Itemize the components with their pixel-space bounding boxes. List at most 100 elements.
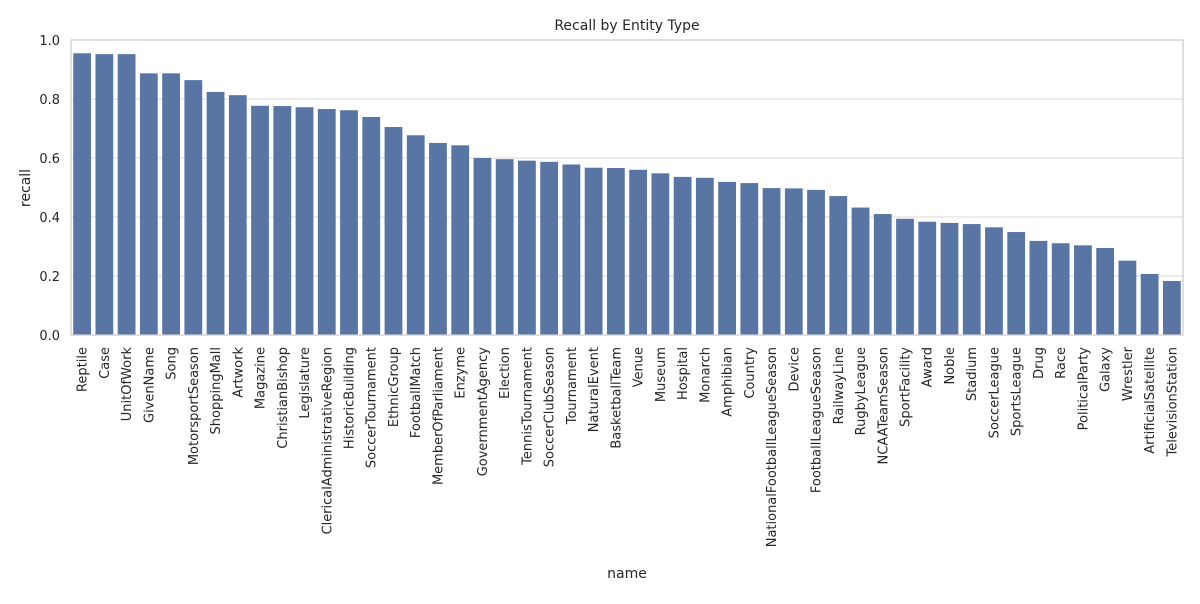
x-tick-label: Election xyxy=(498,347,513,399)
x-tick-label: Stadium xyxy=(965,347,980,401)
x-tick-label: MemberOfParliament xyxy=(431,347,446,485)
x-tick-label: MotorsportSeason xyxy=(187,347,202,465)
chart-title: Recall by Entity Type xyxy=(554,18,699,34)
x-tick-label: GovernmentAgency xyxy=(476,347,491,477)
x-tick-label: SoccerClubSeason xyxy=(543,347,558,467)
x-tick-label: Enzyme xyxy=(454,347,469,399)
x-tick-label: Wrestler xyxy=(1121,346,1136,401)
x-tick-label: HistoricBuilding xyxy=(343,347,358,449)
bar xyxy=(718,181,736,335)
x-tick-label: UnitOfWork xyxy=(120,347,135,422)
bar xyxy=(540,161,559,335)
y-tick-label: 0.8 xyxy=(39,93,60,108)
y-axis-label: recall xyxy=(18,169,34,207)
bar xyxy=(451,145,470,335)
bar xyxy=(740,183,759,335)
bar xyxy=(940,222,959,335)
bar xyxy=(73,53,92,336)
bar xyxy=(1007,232,1026,335)
x-tick-label: Tournament xyxy=(565,347,580,425)
bar xyxy=(784,188,803,335)
bar xyxy=(962,224,981,335)
bar xyxy=(340,110,358,336)
bar xyxy=(873,214,892,335)
x-tick-label: ArtificialSatellite xyxy=(1143,347,1158,454)
x-tick-label: Drug xyxy=(1032,347,1047,379)
bar xyxy=(629,169,648,335)
x-tick-label: PoliticalParty xyxy=(1076,347,1091,431)
x-tick-label: Monarch xyxy=(698,347,713,403)
bar xyxy=(273,106,292,335)
bar xyxy=(95,54,114,335)
x-tick-label: Device xyxy=(787,347,802,391)
x-tick-label: Song xyxy=(165,347,180,380)
bar xyxy=(362,116,381,336)
y-tick-labels: 0.0 0.2 0.4 0.6 0.8 1.0 xyxy=(39,34,60,344)
bar xyxy=(295,107,314,335)
bar xyxy=(584,167,603,335)
x-tick-label: Galaxy xyxy=(1099,347,1114,392)
x-tick-label: RugbyLeague xyxy=(854,347,869,435)
x-tick-label: NCAATeamSeason xyxy=(876,347,891,464)
x-tick-label: NaturalEvent xyxy=(587,347,602,432)
x-tick-label: Reptile xyxy=(76,347,91,392)
x-tick-label: EthnicGroup xyxy=(387,347,402,427)
bar xyxy=(1096,247,1115,335)
bar xyxy=(117,54,136,335)
bar xyxy=(206,91,225,335)
x-tick-label: ShoppingMall xyxy=(209,347,224,434)
bar xyxy=(918,221,937,335)
x-tick-label: TelevisionStation xyxy=(1165,347,1180,457)
x-tick-label: Museum xyxy=(654,347,669,402)
bar xyxy=(1029,240,1048,335)
y-tick-label: 0.0 xyxy=(39,329,60,344)
bar xyxy=(473,158,492,335)
x-tick-label: ChristianBishop xyxy=(276,347,291,449)
bar xyxy=(829,196,848,335)
bars xyxy=(73,53,1181,336)
x-axis-label: name xyxy=(607,566,647,582)
x-tick-label: TennisTournament xyxy=(520,347,535,466)
x-tick-label: Case xyxy=(98,347,113,379)
y-tick-label: 0.6 xyxy=(39,152,60,167)
bar xyxy=(807,189,825,335)
bar xyxy=(495,159,514,335)
x-tick-label: Magazine xyxy=(254,347,269,409)
x-tick-label: Hospital xyxy=(676,347,691,400)
bar xyxy=(251,105,269,335)
bar xyxy=(162,73,180,336)
bar xyxy=(762,188,781,335)
plot-frame xyxy=(70,39,1184,336)
x-tick-label: Award xyxy=(921,347,936,387)
bar xyxy=(651,173,670,335)
x-tick-label: Noble xyxy=(943,347,958,385)
bar xyxy=(606,168,625,335)
x-tick-label: Venue xyxy=(632,347,647,387)
x-tick-label: ClericalAdministrativeRegion xyxy=(320,347,335,535)
x-tick-label: GivenName xyxy=(142,347,157,423)
bar xyxy=(139,73,158,336)
x-tick-label: NationalFootballLeagueSeason xyxy=(765,347,780,547)
bar xyxy=(851,207,870,335)
x-tick-label: Amphibian xyxy=(721,347,736,417)
x-tick-label: FootballMatch xyxy=(409,347,424,438)
y-tick-label: 0.2 xyxy=(39,270,60,285)
bar xyxy=(1118,260,1137,335)
bar xyxy=(985,227,1003,335)
bar xyxy=(673,176,692,335)
x-tick-label: RailwayLine xyxy=(832,347,847,424)
x-tick-label: Race xyxy=(1054,347,1069,379)
bar xyxy=(562,164,581,335)
bar xyxy=(228,95,247,335)
x-tick-label: SoccerTournament xyxy=(365,347,380,468)
y-tick-label: 0.4 xyxy=(39,211,60,226)
bar xyxy=(317,109,336,335)
x-tick-label: SportFacility xyxy=(899,347,914,427)
bar xyxy=(1140,273,1159,335)
x-tick-label: SoccerLeague xyxy=(987,347,1002,438)
x-tick-label: FootballLeagueSeason xyxy=(810,347,825,493)
bar xyxy=(695,177,714,335)
bar xyxy=(384,127,403,336)
